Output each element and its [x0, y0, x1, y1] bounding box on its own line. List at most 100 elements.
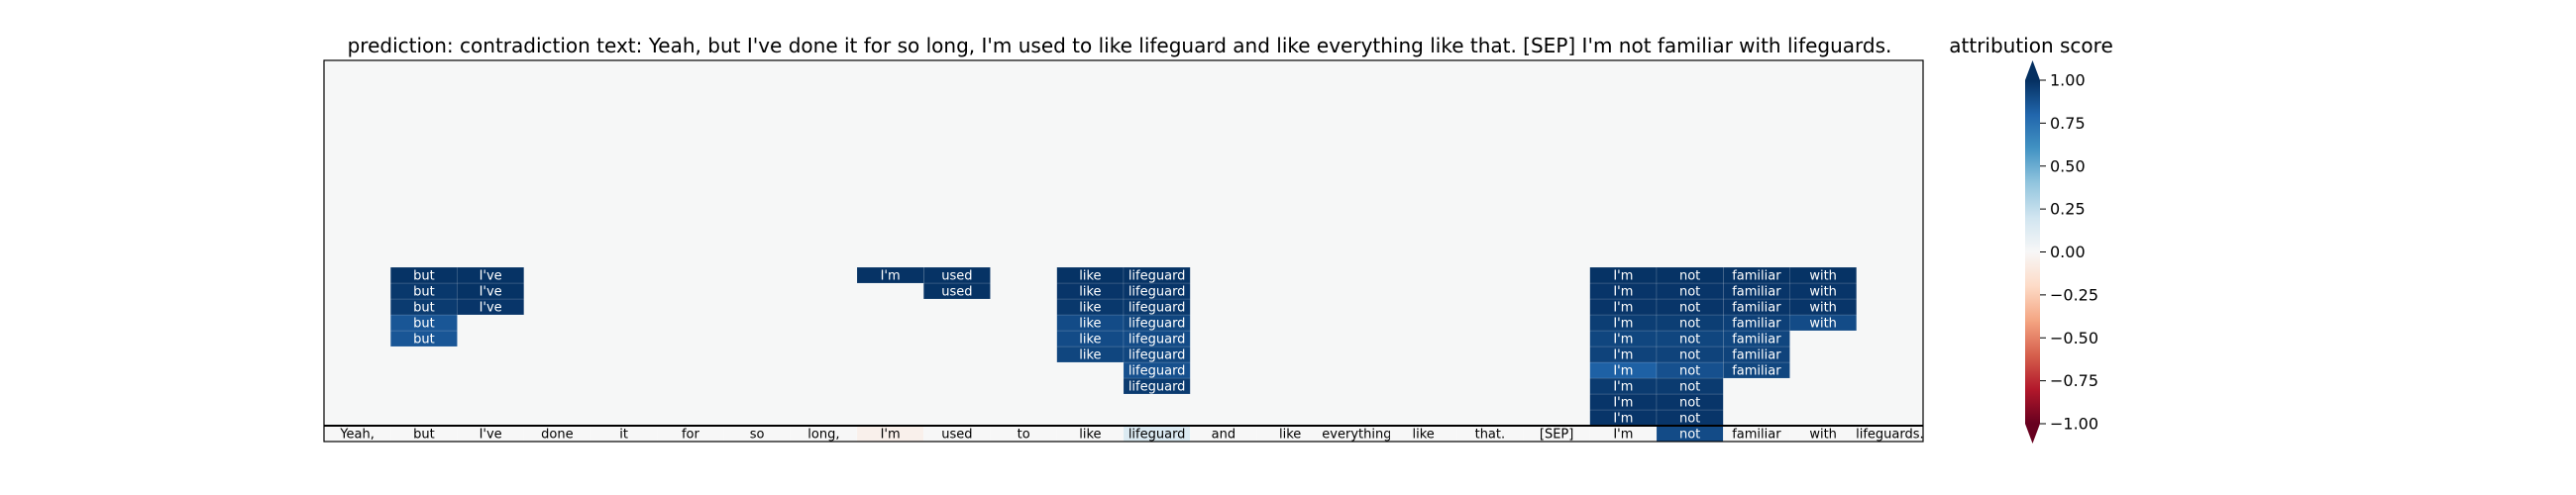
colorbar-tick-label: 0.50 [2050, 156, 2086, 175]
base-token-label: to [1018, 428, 1030, 443]
layer-6-token-label: lifeguard [1128, 333, 1186, 347]
base-token-label: I've [480, 428, 502, 443]
layer-10-token-cell [457, 266, 524, 284]
colorbar-extend-max [2025, 60, 2040, 80]
layer-6-token-label: I'm [1613, 333, 1633, 347]
layer-4-token-label: familiar [1732, 364, 1781, 379]
colorbar-tick-label: 0.25 [2050, 200, 2086, 219]
base-token-label: familiar [1732, 428, 1781, 443]
plot-frame [323, 59, 1924, 443]
base-token-label: I'm [1613, 428, 1633, 443]
base-token-label: like [1412, 428, 1434, 443]
layer-2-token-label: I'm [1613, 396, 1633, 411]
colorbar-label: attribution score [1949, 34, 2113, 57]
layer-9-token-label: lifeguard [1128, 285, 1186, 300]
layer-9-token-label: used [941, 285, 972, 300]
layer-7-token-label: but [413, 317, 435, 332]
base-token-label: done [541, 428, 573, 443]
layer-1-token-label: not [1679, 412, 1700, 427]
layer-8-token-label: I'm [1613, 301, 1633, 316]
layer-3-token-label: not [1679, 380, 1700, 395]
layer-4-token-label: not [1679, 364, 1700, 379]
colorbar-tick-label: −0.50 [2050, 329, 2098, 347]
layer-10-token-label: with [1809, 269, 1837, 284]
layer-10-token-cell [1789, 266, 1857, 284]
layer-4-token-label: lifeguard [1128, 364, 1186, 379]
base-token-label: everything [1322, 428, 1391, 443]
layer-6-token-label: but [413, 333, 435, 347]
layer-9-token-label: not [1679, 285, 1700, 300]
colorbar-extend-min [2025, 424, 2040, 444]
layer-9-token-label: but [413, 285, 435, 300]
layer-3-token-label: lifeguard [1128, 380, 1186, 395]
base-token-label: that. [1475, 428, 1506, 443]
layer-10-token-label: I'm [881, 269, 901, 284]
layer-10-token-cell [923, 266, 991, 284]
layer-10-token-label: familiar [1732, 269, 1781, 284]
layer-7-token-label: I'm [1613, 317, 1633, 332]
layer-10-token-label: I've [480, 269, 502, 284]
layer-7-token-label: with [1809, 317, 1837, 332]
base-token-label: but [413, 428, 435, 443]
layer-8-token-label: familiar [1732, 301, 1781, 316]
layer-9-token-label: with [1809, 285, 1837, 300]
colorbar-tick-label: −1.00 [2050, 415, 2098, 434]
layer-6-token-label: not [1679, 333, 1700, 347]
colorbar-tick-label: −0.25 [2050, 285, 2098, 304]
layer-5-token-label: not [1679, 348, 1700, 363]
base-token-label: lifeguards. [1856, 428, 1924, 443]
layer-10-token-label: lifeguard [1128, 269, 1186, 284]
layer-4-token-label: I'm [1613, 364, 1633, 379]
base-token-label: and [1212, 428, 1235, 443]
layer-9-token-label: like [1079, 285, 1101, 300]
layer-8-token-label: I've [480, 301, 502, 316]
heatmap-cells: Yeah, but I've done it for so long, I'm used to lik… [323, 266, 1924, 443]
layer-5-token-label: I'm [1613, 348, 1633, 363]
layer-5-token-label: familiar [1732, 348, 1781, 363]
layer-7-token-label: familiar [1732, 317, 1781, 332]
colorbar-tick-label: 0.00 [2050, 243, 2086, 261]
layer-5-token-label: lifeguard [1128, 348, 1186, 363]
base-token-label: like [1279, 428, 1301, 443]
layer-10-token-cell [1123, 266, 1191, 284]
colorbar-tick-label: 1.00 [2050, 71, 2086, 90]
base-token-label: Yeah, [339, 428, 375, 443]
layer-3-token-label: I'm [1613, 380, 1633, 395]
base-token-label: not [1679, 428, 1700, 443]
layer-8-token-label: lifeguard [1128, 301, 1186, 316]
base-token-label: I'm [881, 428, 901, 443]
layer-10-token-label: but [413, 269, 435, 284]
layer-8-token-label: like [1079, 301, 1101, 316]
layer-10-token-label: used [941, 269, 972, 284]
layer-7-token-label: lifeguard [1128, 317, 1186, 332]
base-token-label: like [1079, 428, 1101, 443]
layer-9-token-label: I'm [1613, 285, 1633, 300]
layer-9-token-label: I've [480, 285, 502, 300]
base-token-label: for [682, 428, 700, 443]
layer-8-token-label: but [413, 301, 435, 316]
colorbar-gradient [2025, 80, 2040, 424]
base-token-label: [SEP] [1540, 428, 1573, 443]
layer-10-token-label: not [1679, 269, 1700, 284]
layer-5-token-label: like [1079, 348, 1101, 363]
base-token-label: with [1809, 428, 1837, 443]
layer-2-token-label: not [1679, 396, 1700, 411]
layer-8-token-label: with [1809, 301, 1837, 316]
layer-9-token-label: familiar [1732, 285, 1781, 300]
layer-10-token-label: I'm [1613, 269, 1633, 284]
layer-1-token-label: I'm [1613, 412, 1633, 427]
base-token-label: so [750, 428, 765, 443]
layer-7-token-label: like [1079, 317, 1101, 332]
layer-6-token-label: familiar [1732, 333, 1781, 347]
colorbar-tick-label: 0.75 [2050, 114, 2086, 133]
colorbar-tick-label: −0.75 [2050, 371, 2098, 390]
layer-10-token-label: like [1079, 269, 1101, 284]
colorbar-ticks: 1.00 0.75 0.50 0.25 0.00 −0.25 −0.50 −0.75 −1.00 [2040, 71, 2098, 434]
chart-title: prediction: contradiction text: Yeah, bu… [348, 34, 1892, 57]
layer-6-token-label: like [1079, 333, 1101, 347]
layer-8-token-label: not [1679, 301, 1700, 316]
base-token-label: it [619, 428, 628, 443]
base-token-label: lifeguard [1128, 428, 1186, 443]
base-token-label: used [941, 428, 972, 443]
